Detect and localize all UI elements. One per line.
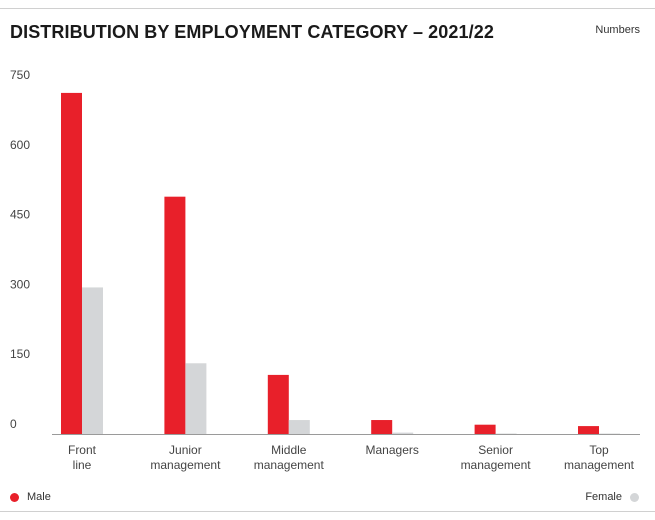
y-tick-label: 150 (10, 347, 30, 361)
x-tick-label-line: Front (68, 443, 97, 457)
bottom-divider (0, 511, 655, 512)
bar-female (392, 432, 414, 434)
y-tick-label: 450 (10, 208, 30, 222)
bar-male (371, 420, 393, 434)
bar-male (61, 92, 82, 434)
legend-female: Female (585, 491, 639, 503)
legend-male: Male (10, 491, 51, 503)
x-tick-label: Managers (366, 443, 419, 457)
bar-female (185, 363, 207, 434)
x-tick-label-line: line (73, 458, 92, 472)
y-tick-label: 0 (10, 417, 17, 431)
bar-female (82, 287, 103, 434)
x-tick-label-line: management (150, 458, 221, 472)
bar-male (578, 426, 599, 434)
top-divider (0, 8, 655, 9)
x-tick-label: Front line (68, 443, 97, 472)
y-tick-label: 750 (10, 68, 30, 82)
legend-female-swatch (630, 492, 639, 502)
x-tick-label-line: Senior (478, 443, 513, 457)
bar-male (474, 424, 496, 434)
x-tick-label-line: Managers (366, 443, 419, 457)
legend-male-label: Male (27, 491, 51, 503)
x-tick-label-line: management (254, 458, 325, 472)
legend-male-swatch (10, 492, 19, 502)
bar-male (267, 374, 289, 434)
x-tick-label: Junior management (150, 443, 221, 472)
x-tick-label: Senior management (461, 443, 532, 472)
x-tick-label: Top management (564, 443, 635, 472)
bar-male (164, 196, 186, 434)
x-tick-label-line: management (564, 458, 635, 472)
bar-female (288, 420, 310, 434)
x-tick-label-line: Middle (271, 443, 307, 457)
x-tick-label: Middle management (254, 443, 325, 472)
x-tick-label-line: management (461, 458, 532, 472)
legend-female-label: Female (585, 491, 622, 503)
x-tick-label-line: Top (589, 443, 609, 457)
unit-label: Numbers (595, 24, 640, 36)
y-tick-label: 600 (10, 138, 30, 152)
chart-title: DISTRIBUTION BY EMPLOYMENT CATEGORY – 20… (10, 22, 494, 42)
x-tick-label-line: Junior (169, 443, 202, 457)
y-tick-label: 300 (10, 277, 30, 291)
